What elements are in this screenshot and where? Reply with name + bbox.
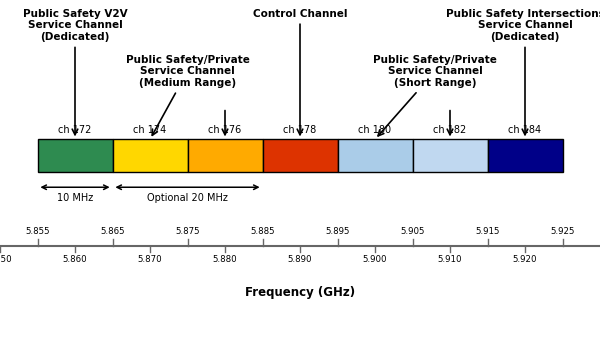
Text: 5.895: 5.895 <box>325 227 350 236</box>
Bar <box>188 140 263 172</box>
Text: 5.885: 5.885 <box>250 227 275 236</box>
Text: Public Safety Intersections
Service Channel
(Dedicated): Public Safety Intersections Service Chan… <box>446 9 600 135</box>
Text: 5.910: 5.910 <box>438 255 462 264</box>
Text: ch 176: ch 176 <box>208 125 242 135</box>
Text: Public Safety V2V
Service Channel
(Dedicated): Public Safety V2V Service Channel (Dedic… <box>23 9 127 135</box>
Text: 5.890: 5.890 <box>288 255 312 264</box>
Text: 5.900: 5.900 <box>363 255 387 264</box>
Text: Public Safety/Private
Service Channel
(Medium Range): Public Safety/Private Service Channel (M… <box>125 55 250 135</box>
Text: ch 184: ch 184 <box>508 125 542 135</box>
Text: ch 182: ch 182 <box>433 125 467 135</box>
Bar <box>38 140 113 172</box>
Text: 5.860: 5.860 <box>62 255 88 264</box>
Text: 5.925: 5.925 <box>550 227 575 236</box>
Text: 10 MHz: 10 MHz <box>57 193 93 203</box>
Bar <box>113 140 188 172</box>
Text: 5.915: 5.915 <box>475 227 500 236</box>
Text: 5.865: 5.865 <box>100 227 125 236</box>
Bar <box>413 140 488 172</box>
Text: Public Safety/Private
Service Channel
(Short Range): Public Safety/Private Service Channel (S… <box>373 55 497 136</box>
Text: 5.870: 5.870 <box>137 255 163 264</box>
Text: Frequency (GHz): Frequency (GHz) <box>245 286 355 299</box>
Bar <box>488 140 563 172</box>
Bar <box>263 140 338 172</box>
Text: 5.920: 5.920 <box>513 255 537 264</box>
Text: 5.880: 5.880 <box>212 255 238 264</box>
Text: ch 172: ch 172 <box>58 125 92 135</box>
Text: ch 180: ch 180 <box>358 125 392 135</box>
Text: Optional 20 MHz: Optional 20 MHz <box>147 193 228 203</box>
Text: 5.850: 5.850 <box>0 255 13 264</box>
Text: 5.905: 5.905 <box>400 227 425 236</box>
Text: ch 174: ch 174 <box>133 125 167 135</box>
Text: 5.875: 5.875 <box>175 227 200 236</box>
Text: 5.855: 5.855 <box>25 227 50 236</box>
Text: ch 178: ch 178 <box>283 125 317 135</box>
Text: Control Channel: Control Channel <box>253 9 347 135</box>
Bar <box>337 140 413 172</box>
